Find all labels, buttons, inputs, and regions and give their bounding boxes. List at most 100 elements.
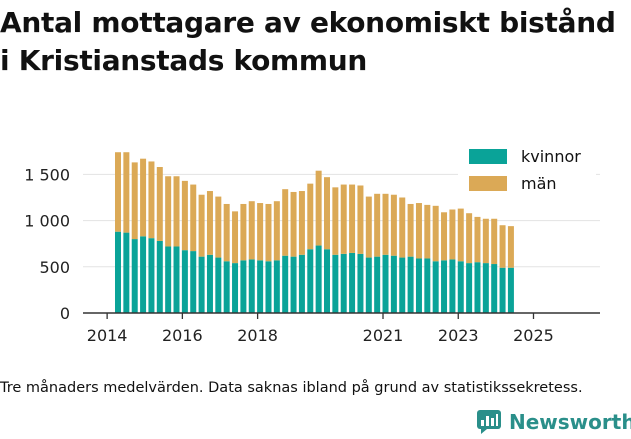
bar-kvinnor-2015-Q4 xyxy=(165,246,172,313)
x-axis: 2014 2016 2018 2021 2023 2025 xyxy=(87,313,554,345)
bar-kvinnor-2018-Q1 xyxy=(240,260,247,313)
bar-kvinnor-2022-Q4 xyxy=(399,257,406,313)
bar-man-2016-Q1 xyxy=(173,176,180,247)
legend-label-man: män xyxy=(521,174,557,193)
bar-man-2017-Q1 xyxy=(206,191,213,255)
bar-kvinnor-2017-Q1 xyxy=(206,254,213,313)
bar-kvinnor-2024-Q4 xyxy=(466,263,473,313)
x-tick-label: 2014 xyxy=(87,326,128,345)
bar-kvinnor-2018-Q2 xyxy=(248,259,255,313)
bar-kvinnor-2020-Q1 xyxy=(307,249,314,313)
bar-kvinnor-2023-Q1 xyxy=(407,256,414,313)
footnote: Tre månaders medelvärden. Data saknas ib… xyxy=(0,380,583,396)
bar-man-2021-Q2 xyxy=(349,184,356,253)
bar-kvinnor-2021-Q4 xyxy=(365,257,372,313)
bar-kvinnor-2023-Q2 xyxy=(415,258,422,313)
bar-kvinnor-2020-Q2 xyxy=(315,245,322,313)
chart-title-line-2: i Kristianstads kommun xyxy=(0,44,368,77)
bar-man-2025-Q3 xyxy=(491,218,498,265)
bar-man-2022-Q3 xyxy=(390,194,397,256)
bar-man-2024-Q3 xyxy=(457,208,464,262)
bar-kvinnor-2016-Q3 xyxy=(190,251,197,313)
bar-kvinnor-2021-Q1 xyxy=(340,253,347,313)
bar-man-2014-Q2 xyxy=(115,152,121,232)
bar-man-2015-Q2 xyxy=(148,161,155,239)
bar-man-2020-Q3 xyxy=(324,177,330,250)
bar-kvinnor-2023-Q3 xyxy=(424,258,431,313)
y-tick-label: 0 xyxy=(60,304,70,323)
bar-kvinnor-2023-Q4 xyxy=(432,261,439,313)
legend-swatch-man xyxy=(469,176,507,191)
bar-man-2021-Q3 xyxy=(357,185,364,254)
bar-man-2014-Q3 xyxy=(123,152,130,233)
bar-kvinnor-2025-Q3 xyxy=(491,264,498,313)
legend-label-kvinnor: kvinnor xyxy=(521,147,581,166)
bar-man-2026-Q1 xyxy=(507,226,514,268)
legend-swatch-kvinnor xyxy=(469,149,507,164)
bar-man-2017-Q2 xyxy=(215,196,222,258)
bar-man-2017-Q3 xyxy=(223,203,230,262)
bar-kvinnor-2024-Q3 xyxy=(457,261,464,313)
bar-man-2022-Q1 xyxy=(374,193,381,257)
bar-kvinnor-2025-Q1 xyxy=(474,262,481,313)
bar-man-2025-Q2 xyxy=(482,218,489,264)
x-tick-label: 2018 xyxy=(237,326,278,345)
bar-kvinnor-2017-Q3 xyxy=(223,261,230,313)
bar-man-2023-Q4 xyxy=(432,205,439,262)
bar-man-2014-Q4 xyxy=(131,162,138,240)
bar-kvinnor-2019-Q1 xyxy=(273,260,280,313)
bar-man-2025-Q4 xyxy=(499,225,506,268)
bar-man-2015-Q1 xyxy=(140,158,147,237)
bar-kvinnor-2020-Q4 xyxy=(332,254,339,313)
bar-kvinnor-2024-Q2 xyxy=(449,259,456,313)
bar-man-2016-Q3 xyxy=(190,184,197,252)
bar-kvinnor-2018-Q3 xyxy=(257,260,264,313)
bar-man-2025-Q1 xyxy=(474,216,481,263)
bar-man-2023-Q1 xyxy=(407,203,414,257)
bar-kvinnor-2019-Q2 xyxy=(282,255,289,313)
bar-man-2024-Q1 xyxy=(441,212,448,261)
bar-kvinnor-2017-Q2 xyxy=(215,257,222,313)
x-tick-label: 2023 xyxy=(438,326,479,345)
bar-man-2024-Q4 xyxy=(466,213,473,264)
bar-kvinnor-2026-Q1 xyxy=(507,267,514,313)
chart-title: Antal mottagare av ekonomiskt bistånd i … xyxy=(0,4,631,80)
bar-kvinnor-2015-Q2 xyxy=(148,238,155,313)
bar-man-2022-Q4 xyxy=(399,197,406,258)
y-tick-label: 1 000 xyxy=(24,212,70,231)
bar-kvinnor-2015-Q1 xyxy=(140,236,147,313)
bar-man-2016-Q2 xyxy=(181,180,188,251)
bar-man-2019-Q2 xyxy=(282,189,289,256)
y-axis: 0 500 1 000 1 500 xyxy=(24,165,70,323)
newsworthy-logo[interactable]: Newsworthy xyxy=(476,408,631,436)
bar-kvinnor-2016-Q4 xyxy=(198,256,205,313)
bar-man-2020-Q1 xyxy=(307,183,314,250)
bar-man-2023-Q3 xyxy=(424,204,431,259)
bar-man-2019-Q4 xyxy=(298,191,305,255)
bar-kvinnor-2021-Q3 xyxy=(357,253,364,313)
bar-kvinnor-2014-Q2 xyxy=(115,231,121,313)
bar-kvinnor-2019-Q4 xyxy=(298,254,305,313)
bar-man-2018-Q1 xyxy=(240,203,247,261)
bar-man-2018-Q2 xyxy=(248,201,255,260)
bar-man-2019-Q1 xyxy=(273,201,280,261)
bar-kvinnor-2025-Q4 xyxy=(499,267,506,313)
x-tick-label: 2016 xyxy=(162,326,203,345)
bar-man-2015-Q4 xyxy=(165,176,172,247)
y-tick-label: 500 xyxy=(39,258,70,277)
x-tick-label: 2021 xyxy=(363,326,404,345)
bar-man-2018-Q4 xyxy=(265,203,272,262)
bar-man-2019-Q3 xyxy=(290,191,297,257)
bar-kvinnor-2021-Q2 xyxy=(349,252,356,313)
newsworthy-logo-text: Newsworthy xyxy=(509,410,631,434)
bar-kvinnor-2017-Q4 xyxy=(232,263,239,313)
bar-kvinnor-2019-Q3 xyxy=(290,256,297,313)
bar-man-2022-Q2 xyxy=(382,193,389,255)
y-tick-label: 1 500 xyxy=(24,165,70,184)
legend: kvinnor män xyxy=(458,141,596,207)
bar-kvinnor-2014-Q4 xyxy=(131,239,138,313)
bar-man-2018-Q3 xyxy=(257,203,264,261)
bar-man-2021-Q4 xyxy=(365,196,372,258)
x-tick-label: 2025 xyxy=(513,326,554,345)
